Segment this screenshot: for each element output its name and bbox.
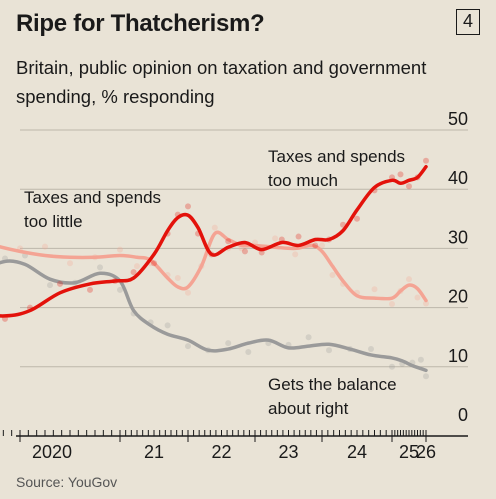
data-point-too_little-20 [319,242,325,249]
data-point-too_little-17 [272,235,279,242]
series-labels: Taxes and spends too much Taxes and spends… [24,147,405,418]
data-point-too_much-25 [406,183,412,190]
data-point-balance-6 [97,264,103,271]
y-tick-label-40: 40 [448,168,468,188]
series-label-too_little-line1: Taxes and spends [24,188,161,207]
data-point-too_much-10 [185,203,191,210]
y-axis-ticks: 0 10 20 30 40 50 [448,109,468,425]
source-note: Source: YouGov [16,474,118,490]
y-tick-label-30: 30 [448,227,468,247]
data-point-balance-10 [164,322,171,329]
data-point-balance-20 [368,346,374,353]
x-tick-label-22: 22 [211,442,231,462]
x-tick-label-2020: 2020 [32,442,72,462]
data-point-too_much-4 [87,286,93,293]
series-lines [0,157,429,380]
data-point-balance-21 [389,363,395,370]
data-point-too_much-21 [354,215,360,222]
data-point-too_much-17 [295,233,302,240]
data-point-balance-25 [423,373,429,380]
y-tick-label-50: 50 [448,109,468,129]
data-point-too_little-3 [42,243,48,250]
series-label-balance-line2: about right [268,399,349,418]
data-point-too_little-29 [423,300,429,307]
series-label-too_little-line2: too little [24,212,83,231]
gridlines [20,129,468,368]
data-point-balance-11 [185,343,191,350]
chart-title: Ripe for Thatcherism? [16,10,265,37]
data-point-too_much-7 [151,260,157,267]
series-label-too_much-line1: Taxes and spends [268,147,405,166]
data-point-too_much-14 [241,248,248,255]
data-point-too_little-6 [117,246,123,253]
chart-number-badge: 4 [456,9,480,35]
data-point-balance-13 [225,340,232,347]
y-tick-label-0: 0 [458,405,468,425]
data-point-too_little-18 [292,251,299,258]
data-point-too_much-18 [312,242,319,249]
data-point-too_much-24 [397,171,404,178]
data-point-balance-7 [117,286,123,293]
data-point-too_little-13 [211,224,218,231]
data-point-too_much-27 [423,157,429,164]
data-point-too_little-10 [174,275,181,281]
data-point-too_much-6 [130,269,137,276]
x-tick-label-23: 23 [278,442,298,462]
data-point-too_little-21 [329,272,336,279]
data-point-too_much-3 [57,280,63,287]
data-point-balance-24 [417,356,424,363]
data-point-too_much-13 [225,238,232,245]
y-tick-label-20: 20 [448,287,468,307]
x-tick-label-24: 24 [347,442,367,462]
data-point-balance-14 [245,349,252,355]
data-point-balance-17 [305,334,312,341]
x-tick-label-26: 26 [416,442,436,462]
series-line-too_much [0,164,428,318]
x-tick-label-25: 25 [399,442,419,462]
series-too_little [0,224,429,308]
data-point-too_little-4 [67,260,73,267]
data-point-balance-18 [326,347,332,354]
data-point-too_little-27 [406,276,412,283]
series-line-balance [0,259,428,373]
data-point-too_little-28 [414,294,421,301]
data-point-too_little-24 [371,286,378,293]
y-tick-label-10: 10 [448,346,468,366]
series-balance [0,252,429,380]
series-label-balance-line1: Gets the balance [268,375,397,394]
series-too_much [0,157,429,322]
data-point-too_little-7 [134,263,140,270]
data-point-too_little-25 [389,301,395,308]
series-label-too_much-line2: too much [268,171,338,190]
data-point-balance-4 [47,282,53,289]
x-tick-label-21: 21 [144,442,164,462]
data-point-too_little-11 [185,289,191,296]
chart-subtitle: Britain, public opinion on taxation and … [16,57,427,107]
